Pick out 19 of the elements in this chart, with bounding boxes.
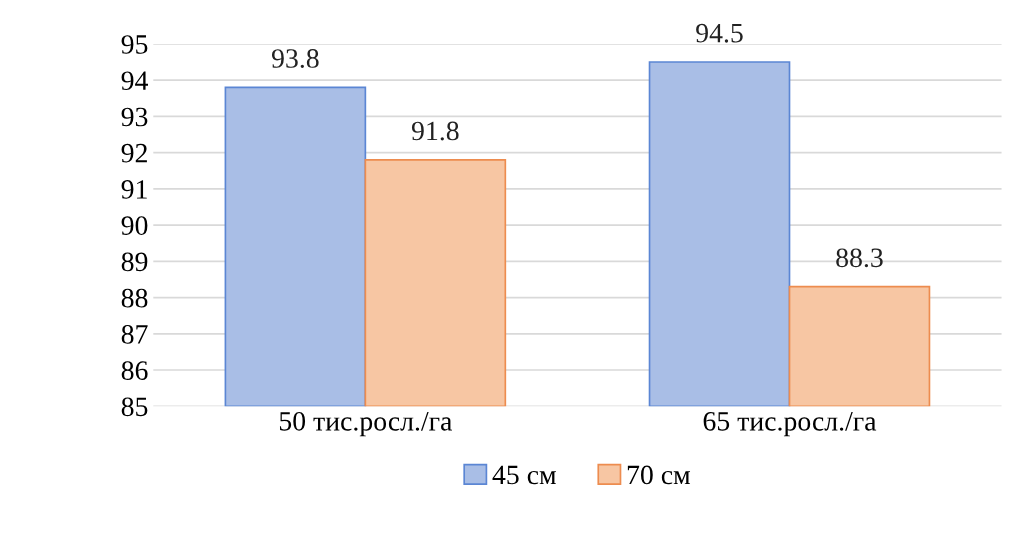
data-label: 91.8 [411, 121, 459, 141]
y-tick-label: 91 [121, 180, 147, 199]
y-tick-label: 90 [121, 216, 148, 235]
y-tick-label: 85 [121, 397, 148, 417]
y-tick-label: 87 [121, 324, 148, 344]
legend-label: 70 см [627, 465, 691, 485]
y-tick-label: 93 [121, 107, 148, 127]
y-tick-label: 88 [121, 288, 148, 308]
data-label: 88.3 [836, 248, 883, 268]
x-tick-label: 65 тис.росл./га [703, 412, 877, 437]
data-label: 93.8 [271, 49, 319, 68]
y-tick-label: 92 [121, 143, 147, 163]
y-tick-label: 89 [121, 252, 148, 272]
data-label: 94.5 [696, 23, 743, 43]
x-tick-label: 50 тис.росл./га [279, 411, 453, 437]
y-tick-label: 95 [121, 35, 148, 54]
legend-label: 45 см [492, 465, 556, 485]
y-tick-label: 86 [121, 361, 148, 380]
y-tick-label: 94 [121, 71, 148, 91]
